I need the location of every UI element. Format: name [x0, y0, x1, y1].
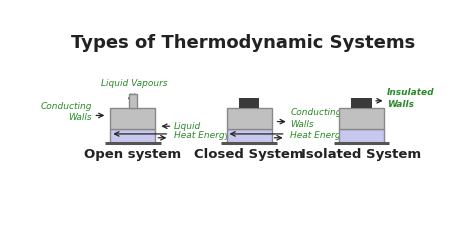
Bar: [110, 129, 155, 143]
Bar: [339, 129, 384, 143]
Text: Open system: Open system: [84, 148, 182, 161]
Bar: [351, 98, 372, 108]
Text: Conducting
Walls: Conducting Walls: [290, 109, 342, 129]
Text: Liquid: Liquid: [174, 122, 201, 131]
Bar: [239, 98, 259, 108]
Bar: [339, 108, 384, 129]
Bar: [110, 108, 155, 129]
Bar: [227, 108, 272, 129]
Text: Types of Thermodynamic Systems: Types of Thermodynamic Systems: [71, 34, 415, 52]
Text: Conducting
Walls: Conducting Walls: [40, 102, 92, 123]
Text: Closed System: Closed System: [194, 148, 304, 161]
Text: Heat Energy: Heat Energy: [290, 131, 346, 140]
Text: Liquid Vapours: Liquid Vapours: [101, 79, 168, 88]
Text: Heat Energy: Heat Energy: [174, 131, 230, 140]
Text: Isolated System: Isolated System: [301, 148, 421, 161]
Bar: [227, 129, 272, 143]
Bar: [128, 94, 137, 108]
Text: Insulated
Walls: Insulated Walls: [387, 88, 435, 109]
